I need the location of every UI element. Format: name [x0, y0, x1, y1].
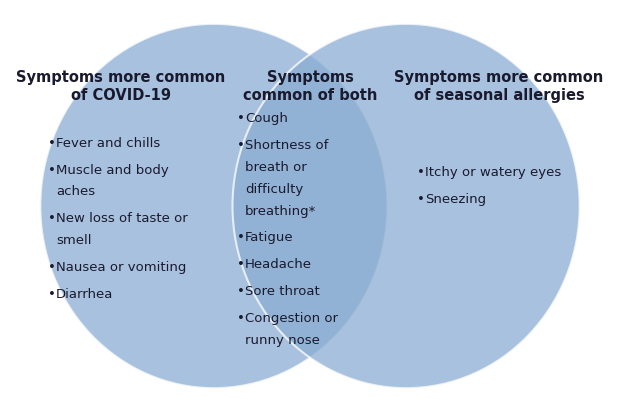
Text: •: • [237, 285, 246, 297]
Text: Symptoms more common
of seasonal allergies: Symptoms more common of seasonal allergi… [394, 70, 604, 102]
Text: Shortness of: Shortness of [245, 138, 328, 151]
Text: breathing*: breathing* [245, 204, 316, 217]
Text: difficulty: difficulty [245, 182, 303, 195]
Text: •: • [48, 261, 56, 273]
Text: •: • [237, 112, 246, 124]
Text: •: • [48, 163, 56, 176]
Text: •: • [48, 287, 56, 300]
Text: Sneezing: Sneezing [425, 192, 486, 205]
Text: aches: aches [56, 185, 95, 198]
Text: •: • [237, 258, 246, 271]
Text: Headache: Headache [245, 258, 312, 271]
Text: smell: smell [56, 234, 91, 247]
Text: •: • [417, 192, 425, 205]
Text: •: • [48, 136, 56, 149]
Text: Sore throat: Sore throat [245, 285, 320, 297]
Text: •: • [48, 212, 56, 225]
Text: Fatigue: Fatigue [245, 231, 293, 244]
Ellipse shape [40, 25, 388, 388]
Text: •: • [237, 311, 246, 324]
Text: •: • [237, 231, 246, 244]
Text: New loss of taste or: New loss of taste or [56, 212, 187, 225]
Text: Congestion or: Congestion or [245, 311, 338, 324]
Text: runny nose: runny nose [245, 333, 320, 346]
Text: Fever and chills: Fever and chills [56, 136, 160, 149]
Text: Cough: Cough [245, 112, 288, 124]
Text: •: • [237, 138, 246, 151]
Text: Muscle and body: Muscle and body [56, 163, 169, 176]
Text: breath or: breath or [245, 160, 307, 173]
Text: Nausea or vomiting: Nausea or vomiting [56, 261, 186, 273]
Ellipse shape [232, 25, 580, 388]
Text: Itchy or watery eyes: Itchy or watery eyes [425, 165, 561, 178]
Text: Symptoms more common
of COVID-19: Symptoms more common of COVID-19 [16, 70, 226, 102]
Text: •: • [417, 165, 425, 178]
Text: Symptoms
common of both: Symptoms common of both [243, 70, 377, 102]
Text: Diarrhea: Diarrhea [56, 287, 113, 300]
